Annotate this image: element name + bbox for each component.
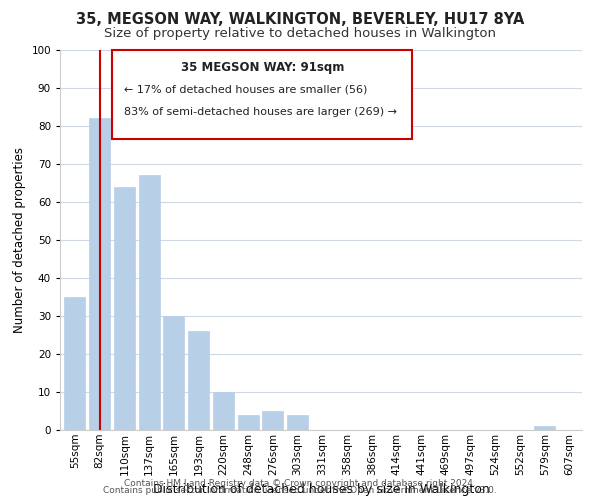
Bar xyxy=(114,187,135,430)
Text: ← 17% of detached houses are smaller (56): ← 17% of detached houses are smaller (56… xyxy=(124,84,368,94)
Bar xyxy=(287,415,308,430)
Text: Contains public sector information licensed under the Open Government Licence v3: Contains public sector information licen… xyxy=(103,486,497,495)
FancyBboxPatch shape xyxy=(112,50,412,140)
Bar xyxy=(89,118,110,430)
Bar xyxy=(262,411,283,430)
Bar xyxy=(188,331,209,430)
Bar xyxy=(238,415,259,430)
Bar xyxy=(213,392,234,430)
Bar xyxy=(535,426,556,430)
Text: 35 MEGSON WAY: 91sqm: 35 MEGSON WAY: 91sqm xyxy=(181,62,344,74)
Text: 83% of semi-detached houses are larger (269) →: 83% of semi-detached houses are larger (… xyxy=(124,107,397,117)
Y-axis label: Number of detached properties: Number of detached properties xyxy=(13,147,26,333)
Text: Contains HM Land Registry data © Crown copyright and database right 2024.: Contains HM Land Registry data © Crown c… xyxy=(124,478,476,488)
X-axis label: Distribution of detached houses by size in Walkington: Distribution of detached houses by size … xyxy=(152,483,490,496)
Bar xyxy=(64,297,85,430)
Bar xyxy=(163,316,184,430)
Text: Size of property relative to detached houses in Walkington: Size of property relative to detached ho… xyxy=(104,28,496,40)
Text: 35, MEGSON WAY, WALKINGTON, BEVERLEY, HU17 8YA: 35, MEGSON WAY, WALKINGTON, BEVERLEY, HU… xyxy=(76,12,524,28)
Bar xyxy=(139,176,160,430)
